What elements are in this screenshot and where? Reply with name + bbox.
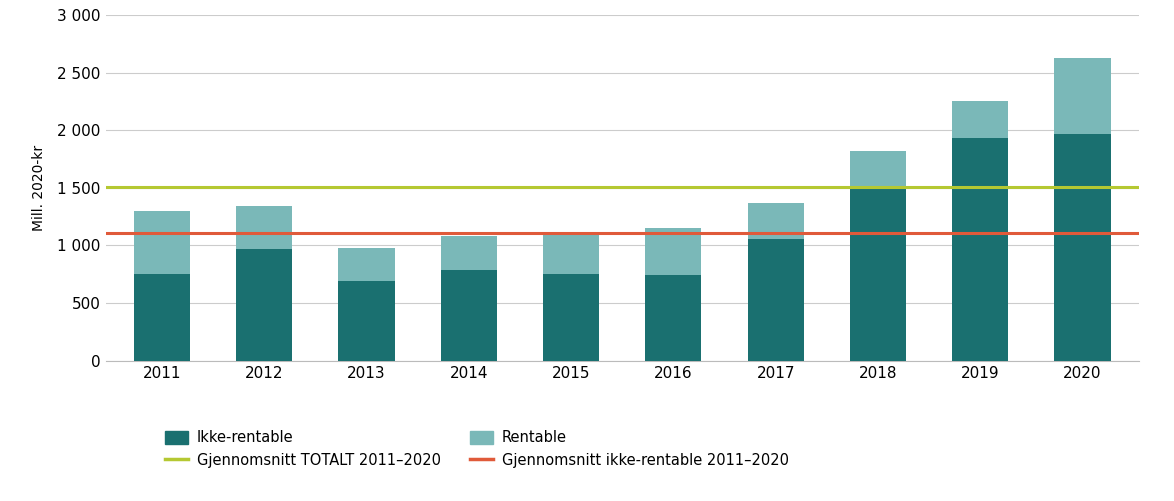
Bar xyxy=(134,211,190,275)
Bar xyxy=(134,275,190,361)
Bar xyxy=(542,235,599,275)
Bar xyxy=(440,270,497,361)
Bar xyxy=(646,227,702,276)
Bar xyxy=(440,236,497,270)
Bar xyxy=(952,102,1008,138)
Bar xyxy=(236,249,292,361)
Bar xyxy=(542,275,599,361)
Bar xyxy=(748,203,804,238)
Bar xyxy=(850,187,906,361)
Bar xyxy=(952,138,1008,361)
Bar xyxy=(748,238,804,361)
Bar xyxy=(850,151,906,187)
Bar xyxy=(646,276,702,361)
Bar xyxy=(338,248,394,281)
Bar xyxy=(338,281,394,361)
Y-axis label: Mill. 2020-kr: Mill. 2020-kr xyxy=(32,145,46,231)
Legend: Ikke-rentable, Gjennomsnitt TOTALT 2011–2020, Rentable, Gjennomsnitt ikke-rentab: Ikke-rentable, Gjennomsnitt TOTALT 2011–… xyxy=(164,430,789,467)
Bar xyxy=(1054,134,1111,361)
Bar xyxy=(236,206,292,249)
Bar xyxy=(1054,58,1111,134)
